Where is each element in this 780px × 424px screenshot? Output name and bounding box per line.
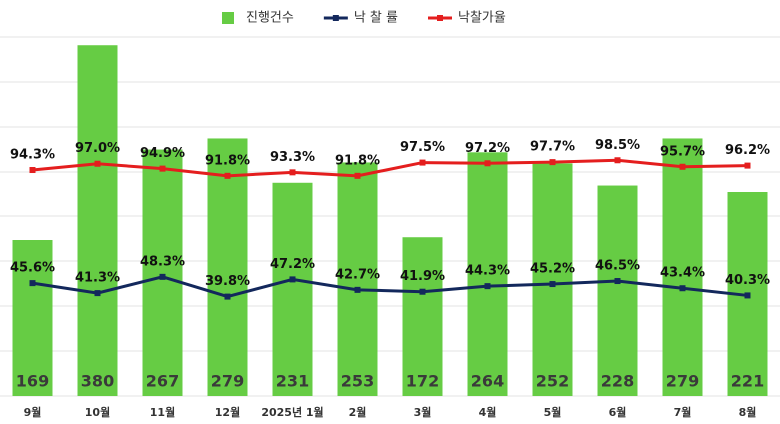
x-tick-label: 2월 [349,405,367,419]
marker [224,172,231,179]
data-label: 41.3% [75,271,120,286]
legend-swatch [222,12,234,24]
bar [597,185,638,396]
x-tick-label: 4월 [479,405,497,419]
data-label: 39.8% [205,274,250,289]
data-label: 45.6% [10,261,55,276]
bar [662,138,703,396]
legend-label: 낙찰가율 [458,11,506,26]
bar [467,152,508,396]
bar [532,163,573,396]
data-label: 228 [601,372,634,391]
data-label: 95.7% [660,144,705,159]
marker [744,162,751,169]
marker [679,163,686,170]
data-label: 45.2% [530,262,575,277]
marker [484,283,491,290]
bar [12,240,53,396]
x-tick-label: 10월 [85,405,110,419]
data-label: 91.8% [335,153,380,168]
data-label: 48.3% [140,254,185,269]
data-label: 41.9% [400,269,445,284]
marker [94,290,101,297]
legend-swatch [437,15,443,21]
bar [272,182,313,396]
marker [159,165,166,172]
x-tick-label: 11월 [150,405,175,419]
data-label: 264 [471,372,504,391]
data-label: 44.3% [465,264,510,279]
marker [224,293,231,300]
data-label: 252 [536,372,569,391]
data-label: 47.2% [270,257,315,272]
x-tick-label: 8월 [739,405,757,419]
legend-label: 진행건수 [246,10,294,26]
x-tick-label: 5월 [544,405,562,419]
data-label: 91.8% [205,153,250,168]
x-tick-label: 7월 [674,405,692,419]
marker [549,281,556,288]
x-tick-label: 3월 [414,405,432,419]
marker [354,286,361,293]
x-tick-label: 12월 [215,405,240,419]
data-label: 267 [146,372,179,391]
data-label: 42.7% [335,267,380,282]
marker [679,285,686,292]
data-label: 97.0% [75,141,120,156]
marker [29,167,36,174]
data-label: 172 [406,372,439,391]
data-label: 46.5% [595,259,640,274]
data-label: 43.4% [660,266,705,281]
data-label: 97.2% [465,141,510,156]
bar [207,138,248,396]
marker [159,273,166,280]
marker [614,278,621,285]
data-label: 40.3% [725,273,770,288]
data-label: 231 [276,372,309,391]
marker [419,288,426,295]
data-label: 279 [666,372,699,391]
bar [77,45,118,396]
marker [354,172,361,179]
data-label: 94.9% [140,146,185,161]
data-label: 97.7% [530,140,575,155]
marker [289,276,296,283]
data-label: 94.3% [10,148,55,163]
marker [549,159,556,166]
marker [289,169,296,176]
x-tick-label: 9월 [24,405,42,419]
marker [484,160,491,167]
data-label: 96.2% [725,143,770,158]
data-label: 380 [81,372,114,391]
line [32,158,748,178]
marker [419,159,426,166]
legend-label: 낙 찰 률 [354,11,398,26]
line [32,275,748,299]
bar [142,149,183,396]
marker [614,157,621,164]
x-tick-label: 2025년 1월 [261,405,323,419]
bar [337,162,378,396]
grid [0,36,780,397]
data-label: 221 [731,372,764,391]
marker [29,280,36,287]
data-label: 93.3% [270,150,315,165]
bar [402,237,443,396]
data-label: 279 [211,372,244,391]
data-label: 169 [16,372,49,391]
data-label: 98.5% [595,138,640,153]
data-label: 97.5% [400,140,445,155]
marker [94,160,101,167]
marker [744,292,751,299]
legend-swatch [332,15,339,21]
x-tick-label: 6월 [609,405,627,419]
data-label: 253 [341,372,374,391]
